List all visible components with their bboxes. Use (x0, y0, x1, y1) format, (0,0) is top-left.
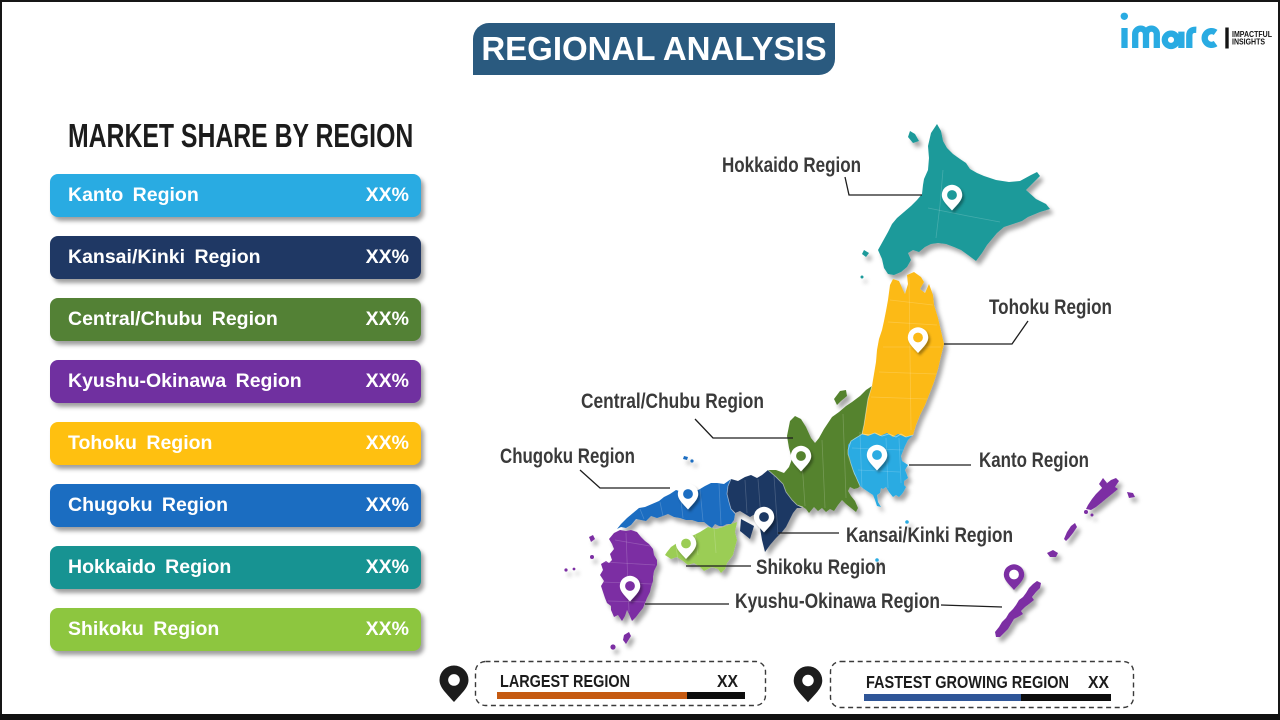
svg-text:FASTEST GROWING REGION: FASTEST GROWING REGION (866, 672, 1069, 692)
svg-text:Central/Chubu Region: Central/Chubu Region (581, 390, 764, 413)
svg-text:IMPACTFUL: IMPACTFUL (1232, 30, 1272, 39)
svg-text:Chugoku Region: Chugoku Region (500, 445, 635, 468)
svg-text:Tohoku Region: Tohoku Region (989, 296, 1112, 319)
svg-text:INSIGHTS: INSIGHTS (1232, 37, 1265, 46)
svg-text:Kanto Region: Kanto Region (979, 449, 1089, 472)
svg-text:Shikoku Region: Shikoku Region (756, 556, 886, 579)
svg-text:XX: XX (717, 671, 738, 691)
svg-text:Kyushu-Okinawa Region: Kyushu-Okinawa Region (735, 590, 940, 613)
svg-text:Kansai/Kinki Region: Kansai/Kinki Region (846, 524, 1013, 547)
svg-text:Hokkaido Region: Hokkaido Region (722, 154, 861, 177)
svg-text:XX: XX (1088, 672, 1109, 692)
svg-text:LARGEST REGION: LARGEST REGION (500, 671, 630, 691)
